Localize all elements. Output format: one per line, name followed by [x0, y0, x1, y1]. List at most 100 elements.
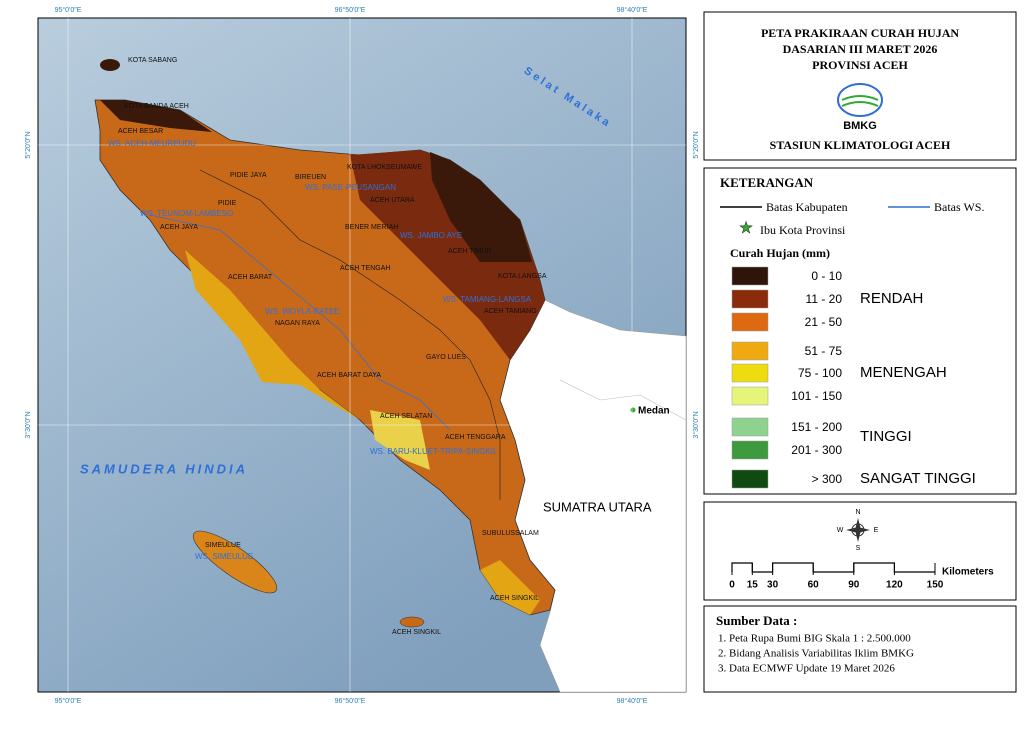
source-title: Sumber Data : — [716, 613, 797, 628]
region-label: ACEH TENGGARA — [445, 434, 506, 441]
legend-range: 75 - 100 — [798, 366, 842, 380]
logo — [837, 83, 883, 117]
legend-swatch — [731, 266, 769, 286]
source-item: 1. Peta Rupa Bumi BIG Skala 1 : 2.500.00… — [718, 633, 911, 645]
lon-label: 96°50'0"E — [335, 6, 366, 14]
watershed-label: WS. WOYLA-BATEE — [265, 307, 340, 316]
source-item: 3. Data ECMWF Update 19 Maret 2026 — [718, 663, 895, 675]
legend-capital: Ibu Kota Provinsi — [760, 223, 846, 237]
neighbor-label: SUMATRA UTARA — [543, 499, 652, 514]
city-label: Medan — [638, 406, 670, 417]
watershed-label: WS. SIMEULUE — [195, 552, 253, 561]
compass-ring — [851, 523, 865, 537]
legend-group: SANGAT TINGGI — [860, 470, 976, 487]
region-label: SUBULUSSALAM — [482, 530, 539, 537]
legend-range: 101 - 150 — [791, 389, 842, 403]
scale-label: 60 — [808, 580, 820, 591]
legend-swatch — [731, 312, 769, 332]
legend-range: 51 - 75 — [805, 344, 843, 358]
region-label: ACEH TAMIANG — [484, 308, 537, 315]
title: PETA PRAKIRAAN CURAH HUJAN DASARIAN III M… — [761, 26, 959, 72]
scale-label: 0 — [729, 580, 735, 591]
legend-swatch — [731, 469, 769, 489]
capital-marker — [630, 407, 636, 413]
station: STASIUN KLIMATOLOGI ACEH — [770, 138, 951, 152]
lat-label: 3°30'0"N — [24, 411, 32, 438]
region-label: PIDIE — [218, 200, 237, 207]
scale: N S E W 0 15 30 60 90 120 150 Kilometers — [729, 509, 994, 591]
scale-label: 90 — [848, 580, 860, 591]
legend-swatch — [731, 417, 769, 437]
legend-range: 201 - 300 — [791, 443, 842, 457]
lon-label: 95°0'0"E — [55, 697, 82, 705]
region-label: BENER MERIAH — [345, 224, 398, 231]
legend-swatch — [731, 440, 769, 460]
lat-label: 5°20'0"N — [692, 131, 700, 158]
lon-label: 95°0'0"E — [55, 6, 82, 14]
legend-line-label: Batas WS. — [934, 200, 984, 214]
title-line: PROVINSI ACEH — [812, 58, 908, 72]
title-line: PETA PRAKIRAAN CURAH HUJAN — [761, 26, 959, 40]
legend-swatch — [731, 363, 769, 383]
legend-rain-title: Curah Hujan (mm) — [730, 246, 830, 260]
region-label: NAGAN RAYA — [275, 320, 320, 327]
source-list: 1. Peta Rupa Bumi BIG Skala 1 : 2.500.00… — [718, 633, 914, 675]
title-line: DASARIAN III MARET 2026 — [783, 42, 938, 56]
map-land — [94, 59, 687, 693]
logo-waves — [841, 95, 879, 107]
region-label: ACEH BARAT — [228, 274, 273, 281]
region-label: ACEH BESAR — [118, 128, 163, 135]
watershed-label: WS. TEUNOM-LAMBESO — [140, 209, 233, 218]
legend-group: MENENGAH — [860, 364, 947, 381]
watershed-label: WS. PASE-PEUSANGAN — [305, 183, 396, 192]
scale-label: 30 — [767, 580, 779, 591]
legend-group: TINGGI — [860, 428, 912, 445]
region-label: ACEH BARAT DAYA — [317, 372, 381, 379]
region-label: ACEH SINGKIL — [392, 629, 441, 636]
region-label: ACEH UTARA — [370, 197, 415, 204]
legend-range: 11 - 20 — [806, 292, 843, 306]
lon-label: 98°40'0"E — [617, 697, 648, 705]
region-label: BIREUEN — [295, 174, 326, 181]
scale-unit: Kilometers — [942, 567, 994, 578]
region-label: KOTA LANGSA — [498, 273, 547, 280]
region-label: GAYO LUES — [426, 354, 466, 361]
legend-range: 0 - 10 — [811, 269, 842, 283]
legend-title: KETERANGAN — [720, 175, 814, 190]
region-label: ACEH SINGKIL — [490, 595, 539, 602]
lon-label: 98°40'0"E — [617, 6, 648, 14]
compass-letter: E — [874, 527, 879, 534]
compass-letter: N — [855, 509, 860, 516]
legend-line-label: Batas Kabupaten — [766, 200, 848, 214]
region-label: KOTA BANDA ACEH — [124, 103, 189, 110]
scale-box — [703, 501, 1017, 601]
lat-label: 5°20'0"N — [24, 131, 32, 158]
scale-label: 120 — [886, 580, 903, 591]
watershed-label: WS. TAMIANG-LANGSA — [443, 295, 532, 304]
legend-swatch — [731, 386, 769, 406]
watershed-label: WS. ACEH-MEUREUDU — [108, 139, 196, 148]
logo-text: BMKG — [843, 120, 877, 132]
legend-range: 21 - 50 — [805, 315, 843, 329]
legend-swatch — [731, 341, 769, 361]
legend-star: ★ — [739, 220, 753, 237]
region-label: SIMEULUE — [205, 542, 241, 549]
compass — [846, 518, 870, 542]
sea-label: SAMUDERA HINDIA — [80, 461, 248, 476]
region-label: KOTA SABANG — [128, 57, 177, 64]
lon-label: 96°50'0"E — [335, 697, 366, 705]
scale-label: 150 — [927, 580, 944, 591]
compass-letter: S — [856, 545, 861, 552]
legend-range: > 300 — [812, 472, 843, 486]
source-item: 2. Bidang Analisis Variabilitas Iklim BM… — [718, 648, 914, 660]
graticule: 95°0'0"E 95°0'0"E 96°50'0"E 96°50'0"E 98°40'… — [24, 6, 700, 705]
watershed-label: WS. JAMBO AYE — [400, 231, 462, 240]
watershed-label: WS. BARU-KLUET-TRIPA-SINGKIL — [370, 447, 498, 456]
compass-letter: W — [837, 527, 844, 534]
legend-swatch — [731, 289, 769, 309]
region-label: ACEH SELATAN — [380, 413, 432, 420]
legend: Batas Kabupaten Batas WS. ★ Ibu Kota Provin… — [720, 200, 984, 489]
source-box — [703, 605, 1017, 693]
lat-label: 3°30'0"N — [692, 411, 700, 438]
region-label: ACEH TENGAH — [340, 265, 390, 272]
